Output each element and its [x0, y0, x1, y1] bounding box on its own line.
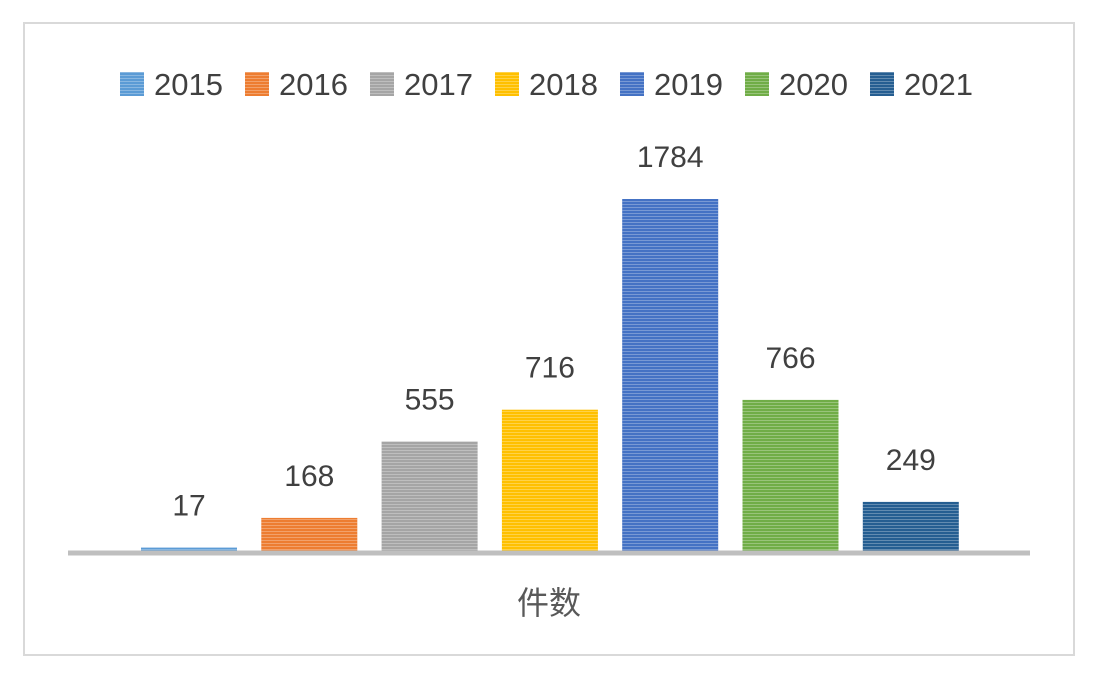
legend-label-2018: 2018 [529, 67, 598, 102]
bar-2015 [141, 547, 237, 551]
chart-legend: 2015 2016 2017 2018 2019 2020 2021 [120, 67, 973, 102]
bar-2020 [742, 399, 839, 551]
bar-2017 [381, 441, 478, 551]
x-axis-category-label: 件数 [517, 585, 581, 621]
legend-item-2020: 2020 [745, 67, 848, 102]
chart-data-labels: 17 168 555 716 1784 766 249 [172, 141, 936, 523]
legend-label-2020: 2020 [779, 67, 848, 102]
legend-label-2015: 2015 [154, 67, 223, 102]
data-label-2020: 766 [765, 342, 815, 375]
legend-item-2021: 2021 [870, 67, 973, 102]
bar-texture-2019 [622, 199, 719, 551]
bar-2016 [261, 517, 358, 551]
legend-swatch-texture-2015 [120, 72, 144, 96]
legend-item-2017: 2017 [370, 67, 473, 102]
chart-bars [141, 199, 959, 551]
legend-swatch-texture-2016 [245, 72, 269, 96]
bar-texture-2015 [141, 547, 237, 551]
bar-texture-2016 [261, 517, 358, 551]
legend-item-2016: 2016 [245, 67, 348, 102]
legend-swatch-texture-2020 [745, 72, 769, 96]
data-label-2015: 17 [172, 490, 205, 523]
bar-texture-2017 [381, 441, 478, 551]
data-label-2016: 168 [284, 460, 334, 493]
legend-label-2016: 2016 [279, 67, 348, 102]
legend-swatch-texture-2021 [870, 72, 894, 96]
legend-item-2018: 2018 [495, 67, 598, 102]
legend-swatch-texture-2017 [370, 72, 394, 96]
data-label-2021: 249 [886, 444, 936, 477]
bar-2018 [501, 409, 598, 551]
legend-item-2015: 2015 [120, 67, 223, 102]
bar-2019 [622, 199, 719, 551]
bar-2021 [862, 501, 959, 551]
bar-texture-2021 [862, 501, 959, 551]
data-label-2018: 716 [525, 352, 575, 385]
legend-label-2017: 2017 [404, 67, 473, 102]
legend-label-2021: 2021 [904, 67, 973, 102]
data-label-2019: 1784 [637, 141, 704, 174]
legend-item-2019: 2019 [620, 67, 723, 102]
data-label-2017: 555 [405, 384, 455, 417]
legend-swatch-texture-2019 [620, 72, 644, 96]
bar-texture-2020 [742, 399, 839, 551]
legend-label-2019: 2019 [654, 67, 723, 102]
legend-swatch-texture-2018 [495, 72, 519, 96]
bar-texture-2018 [501, 409, 598, 551]
